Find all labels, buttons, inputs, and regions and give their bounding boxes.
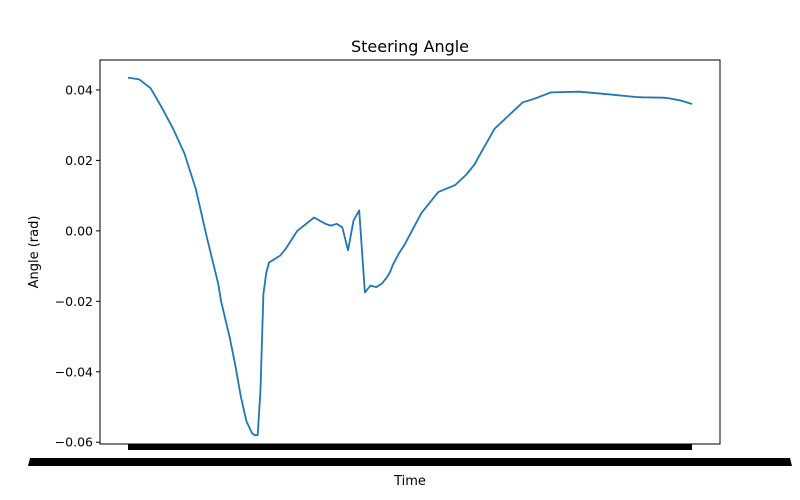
y-axis: 0.04 0.02 0.00 −0.02 −0.04 −0.06	[55, 82, 100, 450]
y-tick-label: 0.02	[65, 153, 93, 168]
y-tick-label: 0.00	[65, 223, 93, 238]
y-axis-label: Angle (rad)	[27, 216, 42, 289]
x-tick-labels-overlapping	[28, 458, 792, 466]
steering-angle-series-line	[127, 76, 693, 437]
y-tick-label: 0.04	[65, 82, 93, 97]
y-tick-label: −0.06	[55, 435, 93, 450]
plot-area	[99, 59, 721, 445]
chart-title: Steering Angle	[351, 37, 469, 56]
y-tick-label: −0.02	[55, 294, 93, 309]
y-tick-label: −0.04	[55, 364, 93, 379]
plot-frame	[99, 59, 721, 445]
x-axis-label: Time	[393, 474, 426, 489]
x-tick-marks-dense	[128, 444, 692, 450]
x-axis	[28, 444, 792, 466]
